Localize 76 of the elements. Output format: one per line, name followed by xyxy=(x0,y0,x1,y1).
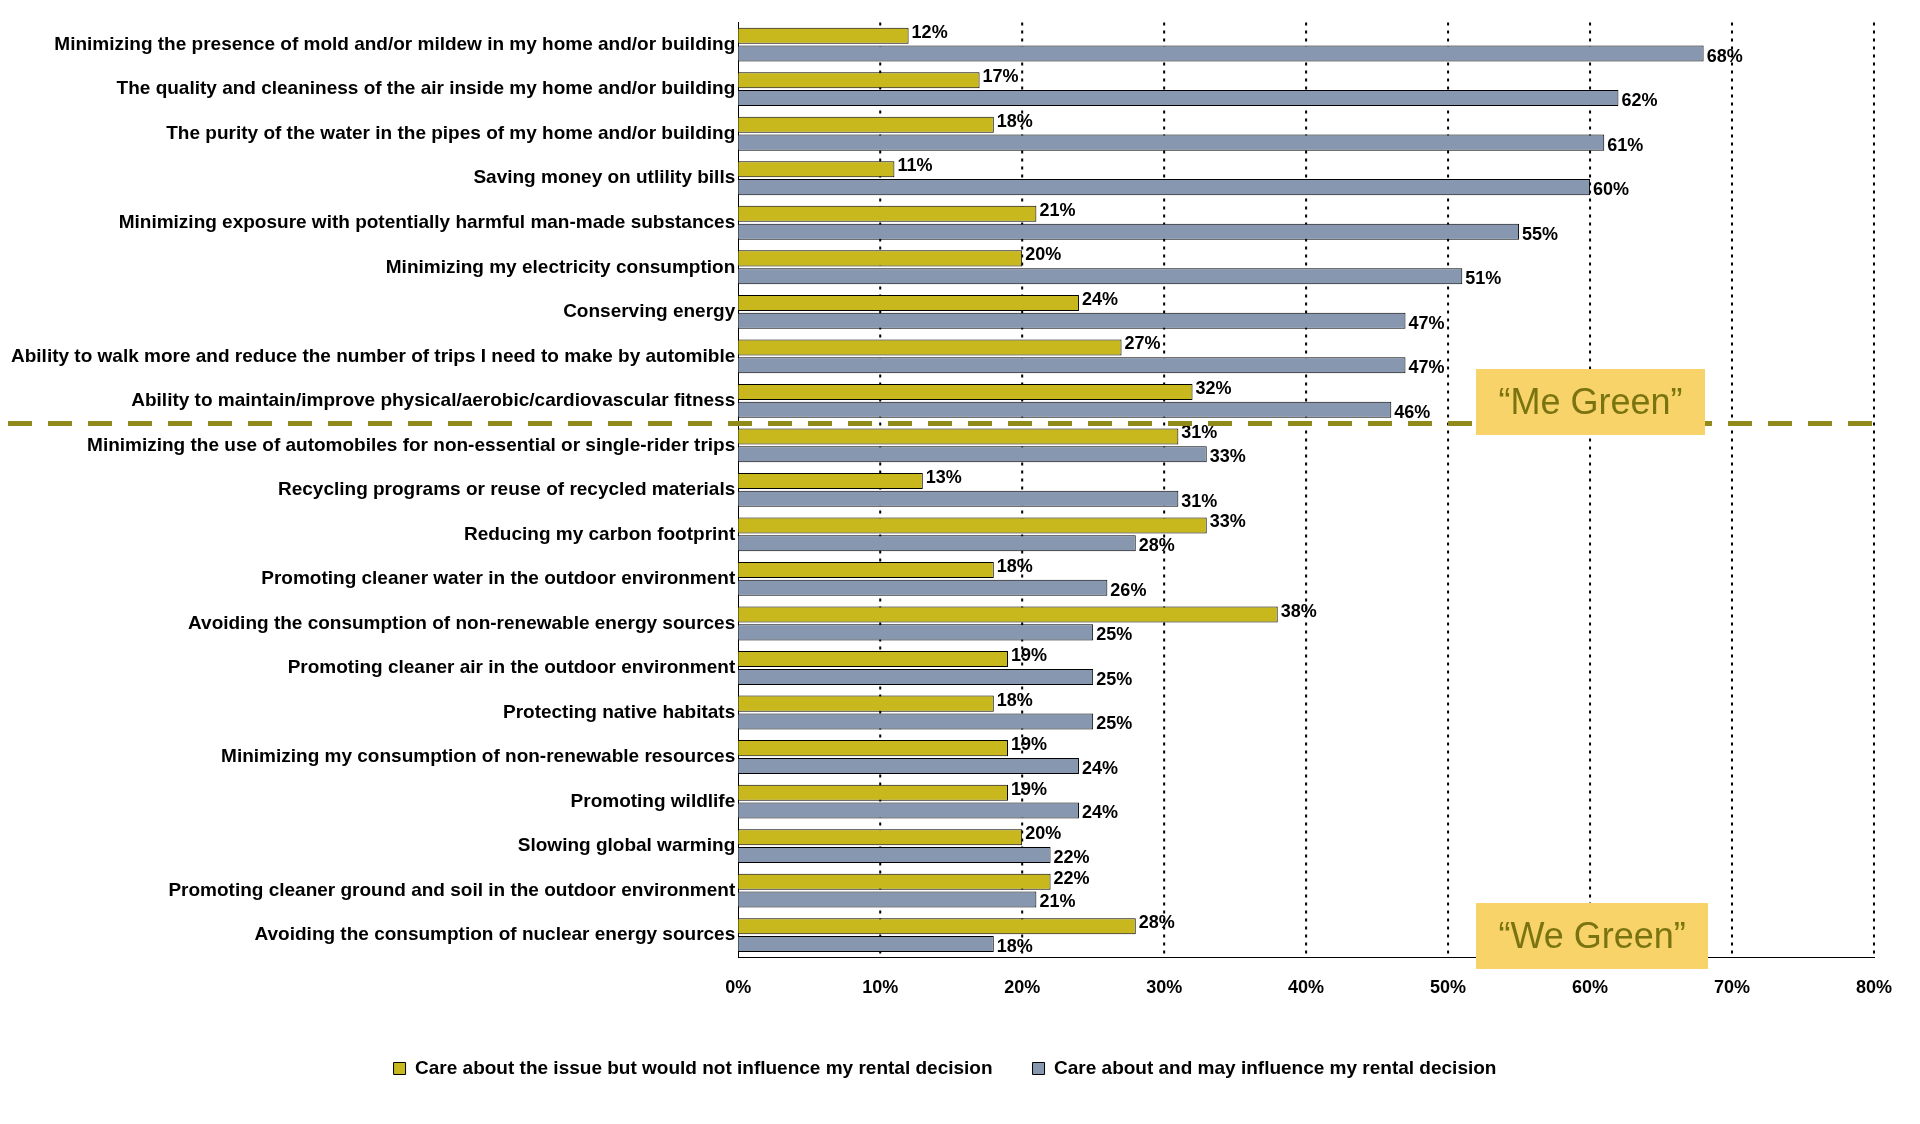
data-label: 32% xyxy=(1195,377,1232,398)
data-label: 19% xyxy=(1010,734,1048,755)
data-label: 38% xyxy=(1280,600,1317,621)
annotation: “We Green” xyxy=(1476,902,1708,969)
data-label: 47% xyxy=(1408,312,1445,333)
y-tick-label: Minimizing my electricity consumption xyxy=(385,255,736,277)
data-label: 27% xyxy=(1124,333,1161,354)
data-label: 18% xyxy=(996,689,1033,710)
data-label: 20% xyxy=(1025,244,1062,265)
data-label: 24% xyxy=(1081,802,1118,823)
data-label: 18% xyxy=(996,936,1033,957)
x-tick-label: 80% xyxy=(1855,977,1892,998)
data-label: 17% xyxy=(982,66,1019,87)
data-label: 22% xyxy=(1053,867,1090,888)
y-tick-label: The purity of the water in the pipes of my home and/or building xyxy=(166,121,736,143)
data-label: 68% xyxy=(1706,45,1743,66)
y-tick-label: Ability to maintain/improve physical/aerobic/cardiovascular fitness xyxy=(131,389,736,411)
y-tick-label: Avoiding the consumption of non-renewable energy sources xyxy=(188,611,736,633)
data-label: 33% xyxy=(1209,446,1246,467)
y-tick-label: Minimizing exposure with potentially harmful man-made substances xyxy=(118,210,736,232)
data-label: 33% xyxy=(1209,511,1246,532)
y-tick-label: Promoting cleaner ground and soil in the outdoor environment xyxy=(168,878,736,900)
data-label: 19% xyxy=(1010,778,1048,799)
data-label: 11% xyxy=(897,155,933,176)
data-label: 24% xyxy=(1081,757,1118,778)
data-label: 46% xyxy=(1394,401,1431,422)
data-label: 20% xyxy=(1025,823,1062,844)
data-label: 25% xyxy=(1096,668,1133,689)
y-tick-label: Promoting cleaner water in the outdoor environment xyxy=(261,567,736,589)
y-tick-label: Minimizing the use of automobiles for non-essential or single-rider trips xyxy=(87,433,736,455)
data-label: 28% xyxy=(1138,535,1175,556)
data-label: 19% xyxy=(1010,645,1048,666)
data-label: 25% xyxy=(1096,624,1133,645)
y-tick-label: Saving money on utlility bills xyxy=(473,166,736,188)
data-label: 18% xyxy=(996,556,1033,577)
y-tick-label: Promoting wildlife xyxy=(570,789,736,811)
y-tick-label: Protecting native habitats xyxy=(502,700,736,722)
data-label: 28% xyxy=(1138,912,1175,933)
y-tick-label: Minimizing the presence of mold and/or mildew in my home and/or building xyxy=(54,32,736,54)
data-label: 31% xyxy=(1181,422,1218,443)
x-tick-label: 50% xyxy=(1430,977,1467,998)
x-tick-label: 30% xyxy=(1146,977,1183,998)
x-tick-label: 10% xyxy=(862,977,899,998)
x-tick-label: 70% xyxy=(1714,977,1751,998)
y-tick-label: Promoting cleaner air in the outdoor environment xyxy=(287,656,736,678)
data-label: 62% xyxy=(1621,90,1658,111)
data-label: 51% xyxy=(1465,268,1502,289)
data-label: 12% xyxy=(911,21,948,42)
data-label: 21% xyxy=(1039,891,1076,912)
data-label: 25% xyxy=(1096,713,1133,734)
data-label: 24% xyxy=(1081,288,1118,309)
data-label: 31% xyxy=(1181,490,1218,511)
x-tick-label: 40% xyxy=(1288,977,1325,998)
x-tick-label: 0% xyxy=(725,977,752,998)
y-tick-label: Reducing my carbon footprint xyxy=(463,522,736,544)
data-label: 55% xyxy=(1522,223,1559,244)
data-label: 47% xyxy=(1408,357,1445,378)
x-tick-label: 20% xyxy=(1004,977,1041,998)
data-label: 61% xyxy=(1607,134,1644,155)
y-tick-label: Minimizing my consumption of non-renewable resources xyxy=(221,745,736,767)
legend-label: Care about and may influence my rental decision xyxy=(1054,1056,1497,1078)
annotation: “Me Green” xyxy=(1476,368,1705,435)
y-tick-label: Avoiding the consumption of nuclear energy sources xyxy=(254,923,736,945)
data-label: 21% xyxy=(1039,199,1076,220)
legend-label: Care about the issue but would not influence my rental decision xyxy=(415,1056,993,1078)
y-tick-label: Recycling programs or reuse of recycled materials xyxy=(277,478,736,500)
x-tick-label: 60% xyxy=(1572,977,1609,998)
data-label: 26% xyxy=(1110,579,1147,600)
data-label: 60% xyxy=(1593,179,1630,200)
data-label: 13% xyxy=(925,466,962,487)
y-tick-label: Ability to walk more and reduce the number of trips I need to make by automible xyxy=(11,344,736,366)
data-label: 18% xyxy=(996,110,1033,131)
y-tick-label: The quality and cleaniness of the air inside my home and/or building xyxy=(116,77,736,99)
data-label: 22% xyxy=(1053,846,1090,867)
y-tick-label: Conserving energy xyxy=(563,300,736,322)
y-tick-label: Slowing global warming xyxy=(517,834,736,856)
